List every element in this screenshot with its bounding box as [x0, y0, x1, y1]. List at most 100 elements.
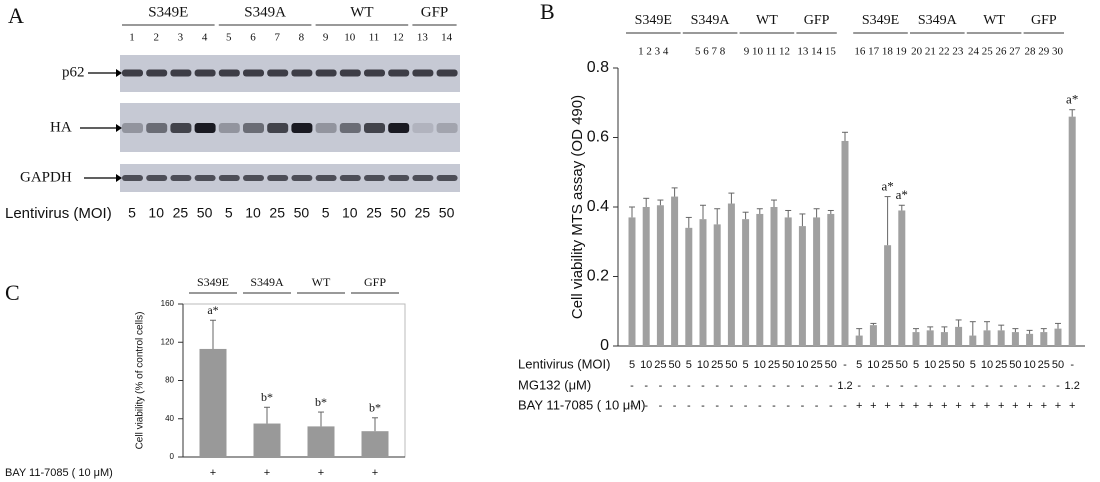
x-tick-label: 10	[867, 359, 879, 371]
row-value: 1.2	[1065, 380, 1080, 392]
moi-value: 25	[415, 205, 431, 221]
row-value: -	[1028, 380, 1032, 392]
lane-number: 14	[441, 32, 453, 44]
x-tick-label: 50	[1009, 359, 1021, 371]
blot-band	[122, 69, 143, 77]
row-value: -	[715, 400, 719, 412]
x-tick-label: -	[1070, 359, 1074, 371]
x-tick-label: 5	[629, 359, 635, 371]
x-tick-label: GFP	[364, 275, 386, 289]
x-tick-label: 10	[981, 359, 993, 371]
bar	[1040, 332, 1048, 346]
row-value: -	[659, 400, 663, 412]
row-label: BAY 11-7085 ( 10 μM)	[518, 397, 645, 412]
row-value: -	[900, 380, 904, 392]
blot-band	[339, 69, 361, 77]
bar	[955, 326, 963, 346]
y-tick-label: 80	[165, 376, 174, 385]
bar	[855, 335, 863, 346]
group-label: S349E	[635, 13, 672, 28]
bar	[983, 330, 991, 346]
y-axis-label: Cell viability (% of control cells)	[135, 312, 146, 450]
blot-band	[243, 69, 264, 77]
group-label: GFP	[421, 4, 449, 20]
y-tick-label: 0	[600, 337, 609, 354]
blot-band	[412, 123, 434, 133]
row-value: -	[801, 400, 805, 412]
row-value: -	[829, 400, 833, 412]
x-tick-label: 50	[952, 359, 964, 371]
lane-numbers: 16 17 18 19	[854, 46, 907, 58]
moi-value: 10	[245, 205, 261, 221]
lane-numbers: 13 14 15	[797, 46, 836, 58]
row-label: BAY 11-7085 ( 10 μM)	[5, 467, 113, 479]
row-value: +	[899, 400, 905, 412]
lane-numbers: 24 25 26 27	[968, 46, 1021, 58]
row-value: -	[715, 380, 719, 392]
bar	[742, 219, 750, 346]
blot-band	[436, 69, 458, 77]
row-value: -	[1014, 380, 1018, 392]
x-tick-label: 5	[970, 359, 976, 371]
x-tick-label: S349A	[250, 275, 284, 289]
blot-band	[339, 175, 361, 181]
moi-value: 10	[342, 205, 358, 221]
bar	[940, 332, 948, 346]
x-tick-label: 50	[725, 359, 737, 371]
moi-value: 50	[197, 205, 213, 221]
blot-band	[194, 123, 216, 133]
arrow-head	[116, 124, 122, 132]
row-value: -	[971, 380, 975, 392]
bar	[827, 213, 835, 346]
row-value: -	[815, 380, 819, 392]
row-value: +	[955, 400, 961, 412]
row-value: 1.2	[837, 380, 852, 392]
row-value: -	[659, 380, 663, 392]
x-tick-label: 5	[913, 359, 919, 371]
group-label: S349A	[918, 13, 958, 28]
blot-band	[436, 123, 458, 133]
group-label: S349A	[691, 13, 731, 28]
row-value: +	[264, 467, 270, 479]
annotation: a*	[881, 179, 893, 194]
row-value: +	[1041, 400, 1047, 412]
row-value: +	[970, 400, 976, 412]
y-tick-label: 0	[170, 452, 175, 461]
x-tick-label: 25	[881, 359, 893, 371]
moi-value: 50	[294, 205, 310, 221]
row-value: -	[886, 380, 890, 392]
bar	[253, 423, 281, 457]
lane-number: 7	[274, 32, 280, 44]
annotation: a*	[896, 187, 908, 202]
group-label: WT	[983, 13, 1005, 28]
row-value: -	[758, 380, 762, 392]
y-tick-label: 0.8	[587, 59, 609, 76]
row-value: -	[772, 400, 776, 412]
bar	[307, 426, 335, 457]
lane-numbers: 20 21 22 23	[911, 46, 964, 58]
blot-band	[243, 123, 264, 133]
row-value: -	[744, 400, 748, 412]
blot-band	[364, 175, 385, 181]
x-tick-label: 5	[856, 359, 862, 371]
lane-number: 12	[393, 32, 404, 44]
x-tick-label: 10	[640, 359, 652, 371]
row-label: Lentivirus (MOI)	[518, 356, 610, 371]
annotation: b*	[369, 401, 381, 415]
row-value: +	[1055, 400, 1061, 412]
panel-label: A	[8, 3, 24, 28]
bar	[727, 203, 735, 346]
bar	[1026, 333, 1034, 346]
bar	[685, 227, 693, 346]
moi-value: 50	[390, 205, 406, 221]
row-value: -	[786, 380, 790, 392]
lane-numbers: 9 10 11 12	[744, 46, 790, 58]
x-tick-label: 50	[782, 359, 794, 371]
row-value: +	[998, 400, 1004, 412]
blot-band	[315, 69, 337, 77]
blot-band	[122, 175, 143, 181]
bar	[884, 245, 892, 346]
moi-value: 5	[225, 205, 233, 221]
bar	[713, 224, 721, 346]
bar	[813, 217, 821, 346]
